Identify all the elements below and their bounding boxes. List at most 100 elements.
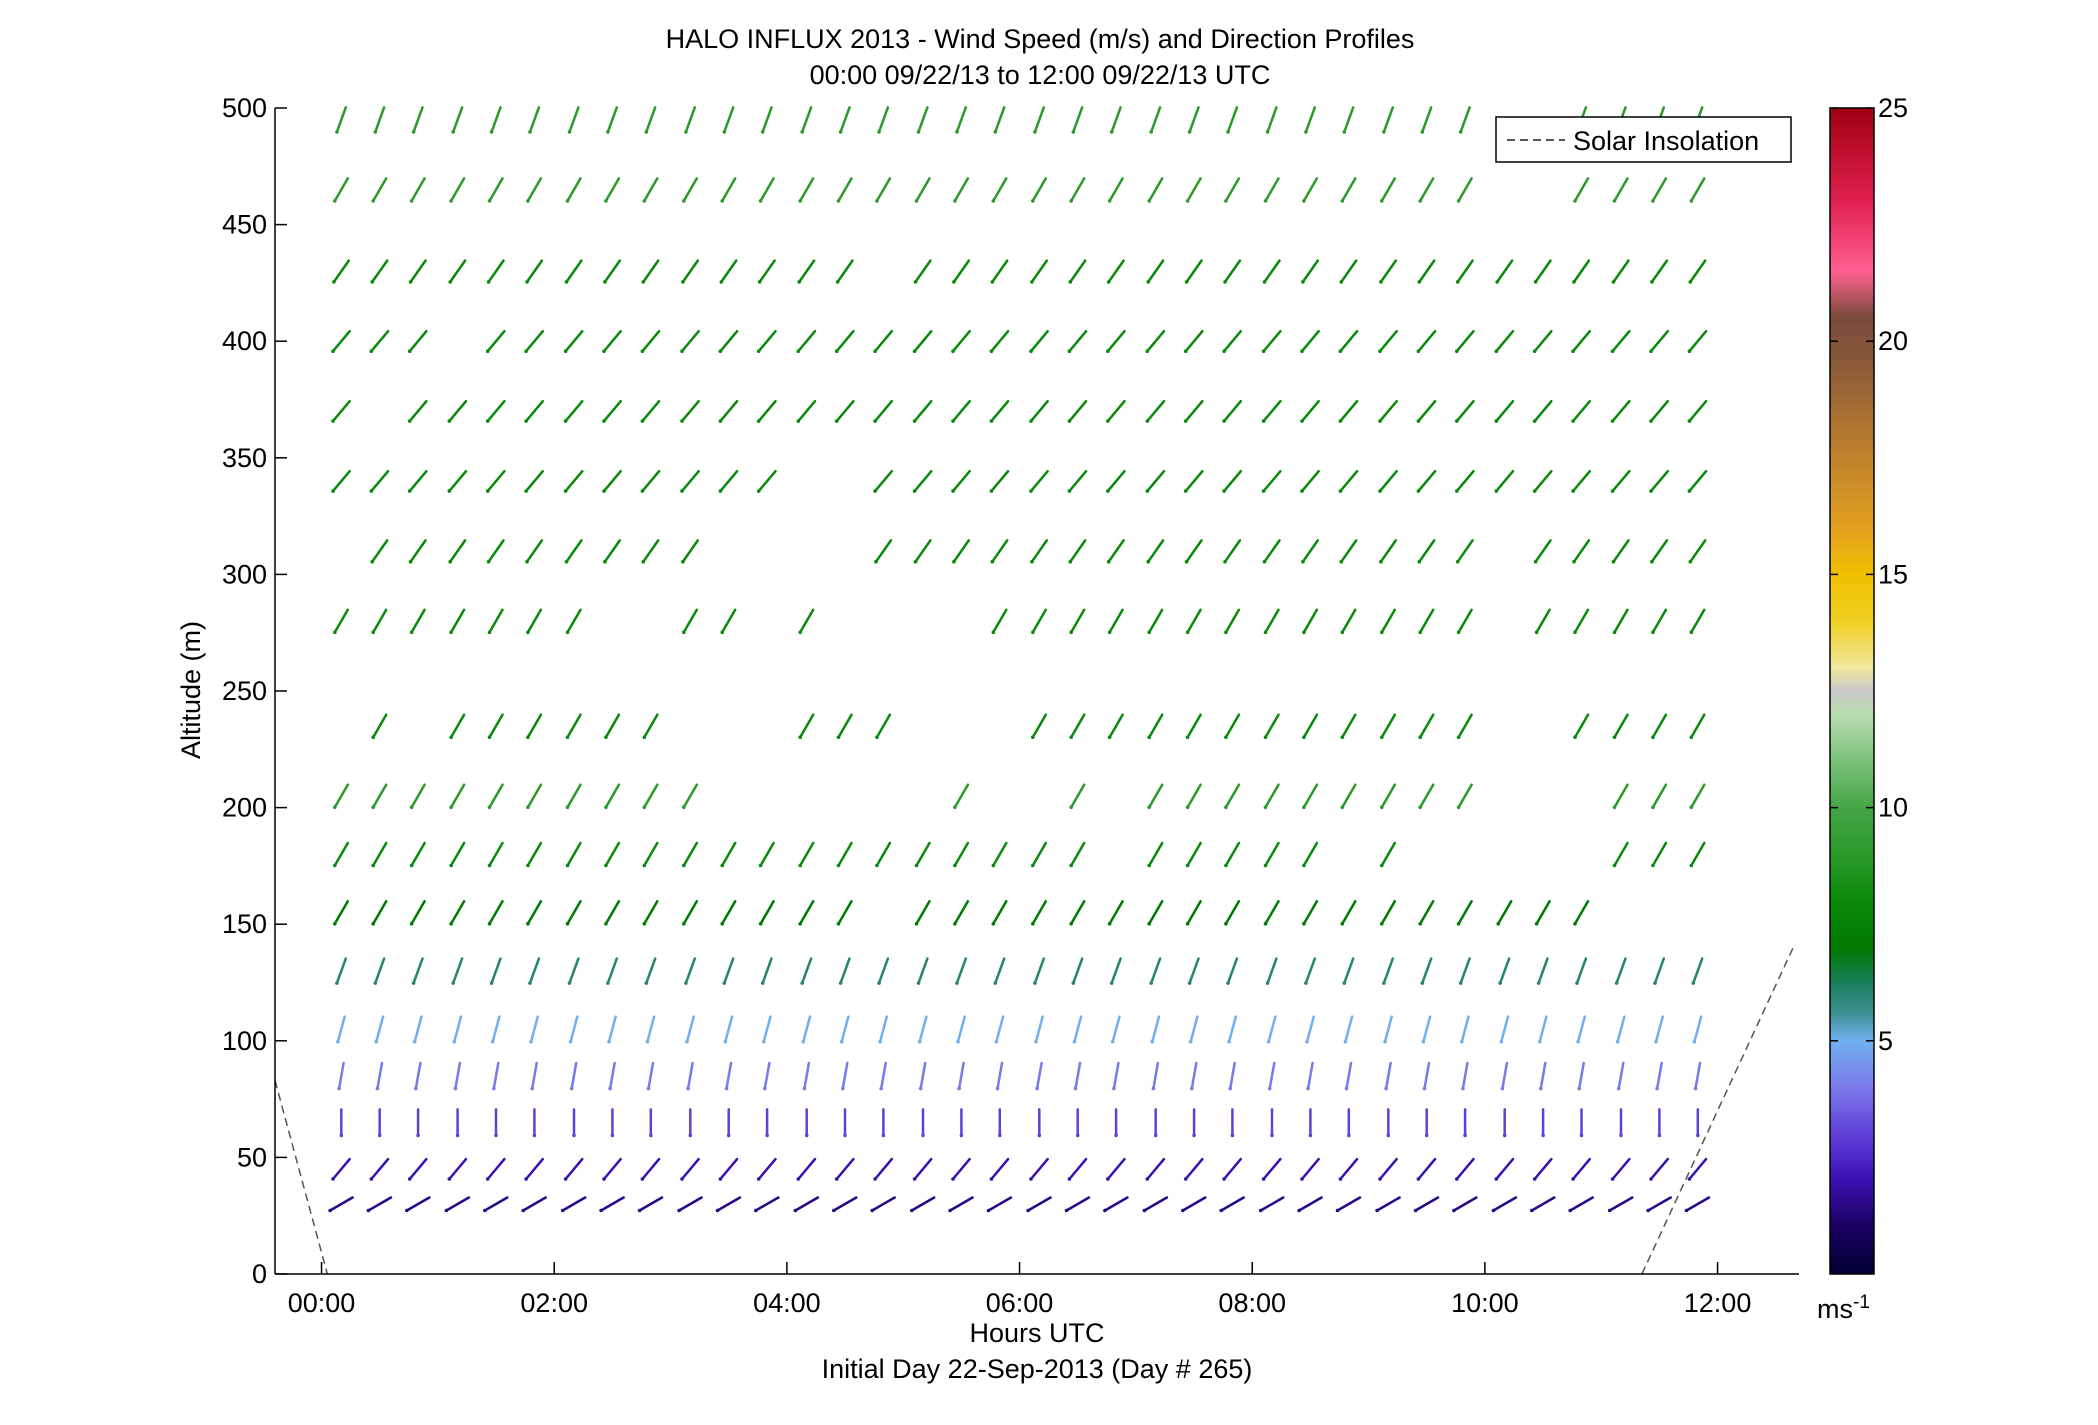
wind-vector-tip bbox=[1340, 199, 1345, 203]
wind-vector-tip bbox=[682, 805, 686, 809]
wind-vector bbox=[607, 1015, 617, 1043]
wind-vector-tip bbox=[603, 559, 607, 564]
wind-vector bbox=[1688, 469, 1708, 493]
wind-vector-tip bbox=[956, 1039, 960, 1044]
wind-vector-tip bbox=[640, 489, 645, 493]
wind-vector bbox=[754, 1196, 780, 1212]
wind-vector-tip bbox=[370, 280, 375, 284]
wind-vector bbox=[1068, 399, 1088, 423]
wind-vector bbox=[1690, 608, 1706, 634]
wind-vector bbox=[1611, 329, 1631, 353]
wind-vector-tip bbox=[991, 199, 996, 203]
wind-vector bbox=[1418, 259, 1436, 284]
wind-vector-tip bbox=[800, 130, 804, 134]
wind-vector-tip bbox=[377, 1133, 382, 1138]
wind-vector bbox=[606, 106, 619, 134]
wind-vector-tip bbox=[798, 863, 802, 868]
wind-vector-tip bbox=[1107, 922, 1112, 926]
wind-vector-tip bbox=[989, 1177, 994, 1181]
wind-vector bbox=[1690, 713, 1706, 739]
wind-vector bbox=[333, 900, 350, 926]
wind-vector bbox=[955, 957, 968, 985]
wind-vector-tip bbox=[1026, 1208, 1030, 1213]
wind-vector bbox=[1065, 1196, 1091, 1212]
colorbar-tick-label: 20 bbox=[1878, 326, 1908, 356]
colorbar-unit-exponent: -1 bbox=[1853, 1292, 1870, 1313]
wind-vector bbox=[1344, 1015, 1354, 1043]
wind-vector-tip bbox=[1577, 1086, 1581, 1091]
wind-vector-tip bbox=[877, 981, 881, 985]
wind-vector-tip bbox=[568, 1039, 573, 1044]
wind-vector-tip bbox=[951, 1177, 955, 1181]
wind-vector bbox=[952, 539, 971, 563]
wind-vector bbox=[410, 608, 426, 634]
wind-vector bbox=[487, 259, 505, 284]
wind-vector-tip bbox=[1689, 805, 1694, 809]
wind-vector bbox=[1650, 539, 1669, 563]
wind-vector bbox=[1608, 1196, 1634, 1212]
wind-vector-tip bbox=[951, 349, 955, 354]
wind-vector bbox=[1224, 841, 1241, 867]
wind-vector-tip bbox=[1612, 199, 1617, 203]
wind-vector bbox=[1379, 539, 1398, 563]
wind-vector-tip bbox=[797, 280, 801, 284]
wind-vector-tip bbox=[1452, 1208, 1456, 1213]
wind-vector-tip bbox=[841, 1086, 845, 1091]
wind-vector-tip bbox=[371, 805, 376, 809]
wind-vector-tip bbox=[1067, 419, 1072, 423]
wind-vector-tip bbox=[1261, 1177, 1266, 1181]
wind-vector-tip bbox=[1103, 1208, 1107, 1213]
wind-vector bbox=[331, 329, 351, 353]
wind-vector bbox=[1459, 106, 1471, 134]
wind-vector-tip bbox=[602, 1177, 606, 1181]
wind-vector bbox=[1501, 1061, 1509, 1090]
wind-vector bbox=[486, 1157, 506, 1181]
wind-vector-tip bbox=[719, 280, 724, 284]
wind-vector-tip bbox=[1611, 280, 1616, 284]
wind-vector bbox=[1110, 106, 1122, 134]
wind-vector-tip bbox=[640, 349, 645, 354]
wind-vector-tip bbox=[1305, 1039, 1309, 1044]
wind-vector-tip bbox=[1069, 863, 1073, 868]
wind-vector bbox=[800, 106, 813, 134]
wind-vector bbox=[719, 399, 739, 423]
wind-vector bbox=[448, 539, 467, 563]
wind-vector-tip bbox=[1654, 1039, 1658, 1044]
wind-vector bbox=[488, 841, 504, 867]
wind-vector-tip bbox=[1649, 489, 1653, 493]
y-tick-label: 100 bbox=[222, 1026, 267, 1056]
wind-vector-tip bbox=[1612, 805, 1617, 809]
wind-vector-tip bbox=[1075, 1133, 1080, 1138]
wind-vector bbox=[371, 783, 388, 809]
wind-vector bbox=[1457, 900, 1473, 926]
wind-vector bbox=[331, 469, 351, 493]
wind-vector bbox=[1103, 1196, 1129, 1212]
wind-vector bbox=[1649, 1157, 1670, 1181]
wind-vector-tip bbox=[1067, 1177, 1072, 1181]
x-tick-label: 04:00 bbox=[753, 1288, 821, 1318]
wind-vector-tip bbox=[1651, 805, 1655, 809]
wind-vector-tip bbox=[1494, 349, 1499, 354]
wind-vector bbox=[335, 106, 348, 134]
wind-vector bbox=[564, 469, 584, 493]
wind-vector bbox=[837, 841, 853, 867]
wind-vector bbox=[526, 783, 543, 809]
wind-vector-tip bbox=[528, 130, 532, 134]
wind-vector bbox=[1224, 608, 1241, 634]
wind-vector-tip bbox=[370, 559, 375, 564]
wind-vector bbox=[875, 177, 892, 203]
wind-vector-tip bbox=[1424, 1133, 1429, 1138]
wind-vector bbox=[1382, 106, 1395, 134]
wind-vector bbox=[990, 1157, 1010, 1181]
wind-vector-tip bbox=[1267, 1086, 1272, 1091]
x-axis-label: Hours UTC bbox=[969, 1318, 1104, 1348]
wind-vector bbox=[996, 1061, 1004, 1090]
wind-vector bbox=[1685, 1196, 1711, 1212]
wind-vector-tip bbox=[684, 130, 688, 134]
wind-vector bbox=[990, 329, 1010, 353]
wind-vector bbox=[684, 106, 697, 134]
wind-vector-tip bbox=[1532, 349, 1537, 354]
wind-vector bbox=[719, 329, 739, 353]
wind-vector-tip bbox=[1375, 1208, 1379, 1213]
wind-vector-tip bbox=[914, 922, 919, 926]
